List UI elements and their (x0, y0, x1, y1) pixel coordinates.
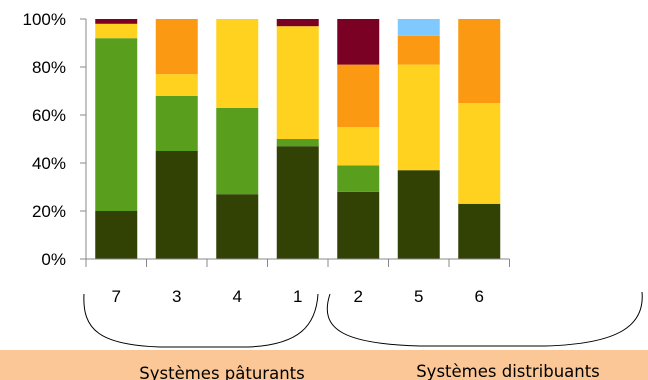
group-brace-1 (326, 291, 643, 347)
bar-3 (155, 19, 198, 259)
bar-segment-3-3 (155, 19, 198, 75)
bar-segment-2-0 (337, 191, 380, 259)
bar-segment-7-0 (95, 211, 138, 259)
bar-segment-1-0 (276, 146, 319, 259)
bar-segment-6-2 (458, 19, 501, 103)
x-tick-label: 5 (414, 287, 423, 306)
bar-segment-3-2 (155, 74, 198, 96)
bar-segment-5-0 (397, 170, 440, 259)
bar-1 (276, 19, 319, 259)
x-tick-label: 6 (475, 287, 484, 306)
bar-segment-4-1 (216, 107, 259, 195)
bar-segment-1-1 (276, 139, 319, 147)
x-tick-label: 3 (172, 287, 181, 306)
bar-4 (216, 19, 259, 259)
group-brace-0 (83, 293, 319, 348)
bar-segment-3-1 (155, 95, 198, 151)
bar-segment-5-1 (397, 64, 440, 171)
bar-segment-3-0 (155, 151, 198, 259)
groups-layer: Systèmes pâturants Systèmes distribuants (0, 291, 648, 380)
bar-5 (397, 19, 440, 259)
bar-segment-2-4 (337, 19, 380, 65)
labels-layer: 0% 20% 40% 60% 80% 100% 7 3 4 1 2 5 6 (23, 10, 484, 306)
x-tick-label: 2 (354, 287, 363, 306)
y-tick-label: 40% (32, 154, 66, 173)
bars-layer (95, 19, 501, 259)
y-tick-label: 80% (32, 58, 66, 77)
bar-2 (337, 19, 380, 259)
y-tick-label: 0% (41, 250, 66, 269)
bar-segment-7-3 (95, 19, 138, 24)
bar-segment-5-2 (397, 35, 440, 65)
y-tick-label: 100% (23, 10, 66, 29)
group-band (0, 350, 648, 380)
bar-segment-7-1 (95, 38, 138, 212)
x-tick-label: 7 (112, 287, 121, 306)
bar-segment-2-3 (337, 64, 380, 127)
x-tick-label: 4 (233, 287, 242, 306)
bar-segment-4-2 (216, 19, 259, 108)
bar-segment-2-2 (337, 127, 380, 166)
bar-segment-6-0 (458, 203, 501, 259)
bar-segment-5-3 (397, 19, 440, 36)
bar-segment-6-1 (458, 103, 501, 204)
bar-6 (458, 19, 501, 259)
bar-segment-2-1 (337, 165, 380, 192)
y-tick-label: 60% (32, 106, 66, 125)
axes-layer (80, 18, 510, 267)
y-tick-label: 20% (32, 202, 66, 221)
group-label: Systèmes pâturants (139, 364, 304, 380)
bar-segment-7-2 (95, 23, 138, 39)
bar-segment-1-2 (276, 26, 319, 140)
bar-segment-4-0 (216, 194, 259, 259)
bar-segment-1-3 (276, 19, 319, 27)
x-tick-label: 1 (293, 287, 302, 306)
bar-7 (95, 19, 138, 259)
group-label: Systèmes distribuants (416, 362, 600, 380)
